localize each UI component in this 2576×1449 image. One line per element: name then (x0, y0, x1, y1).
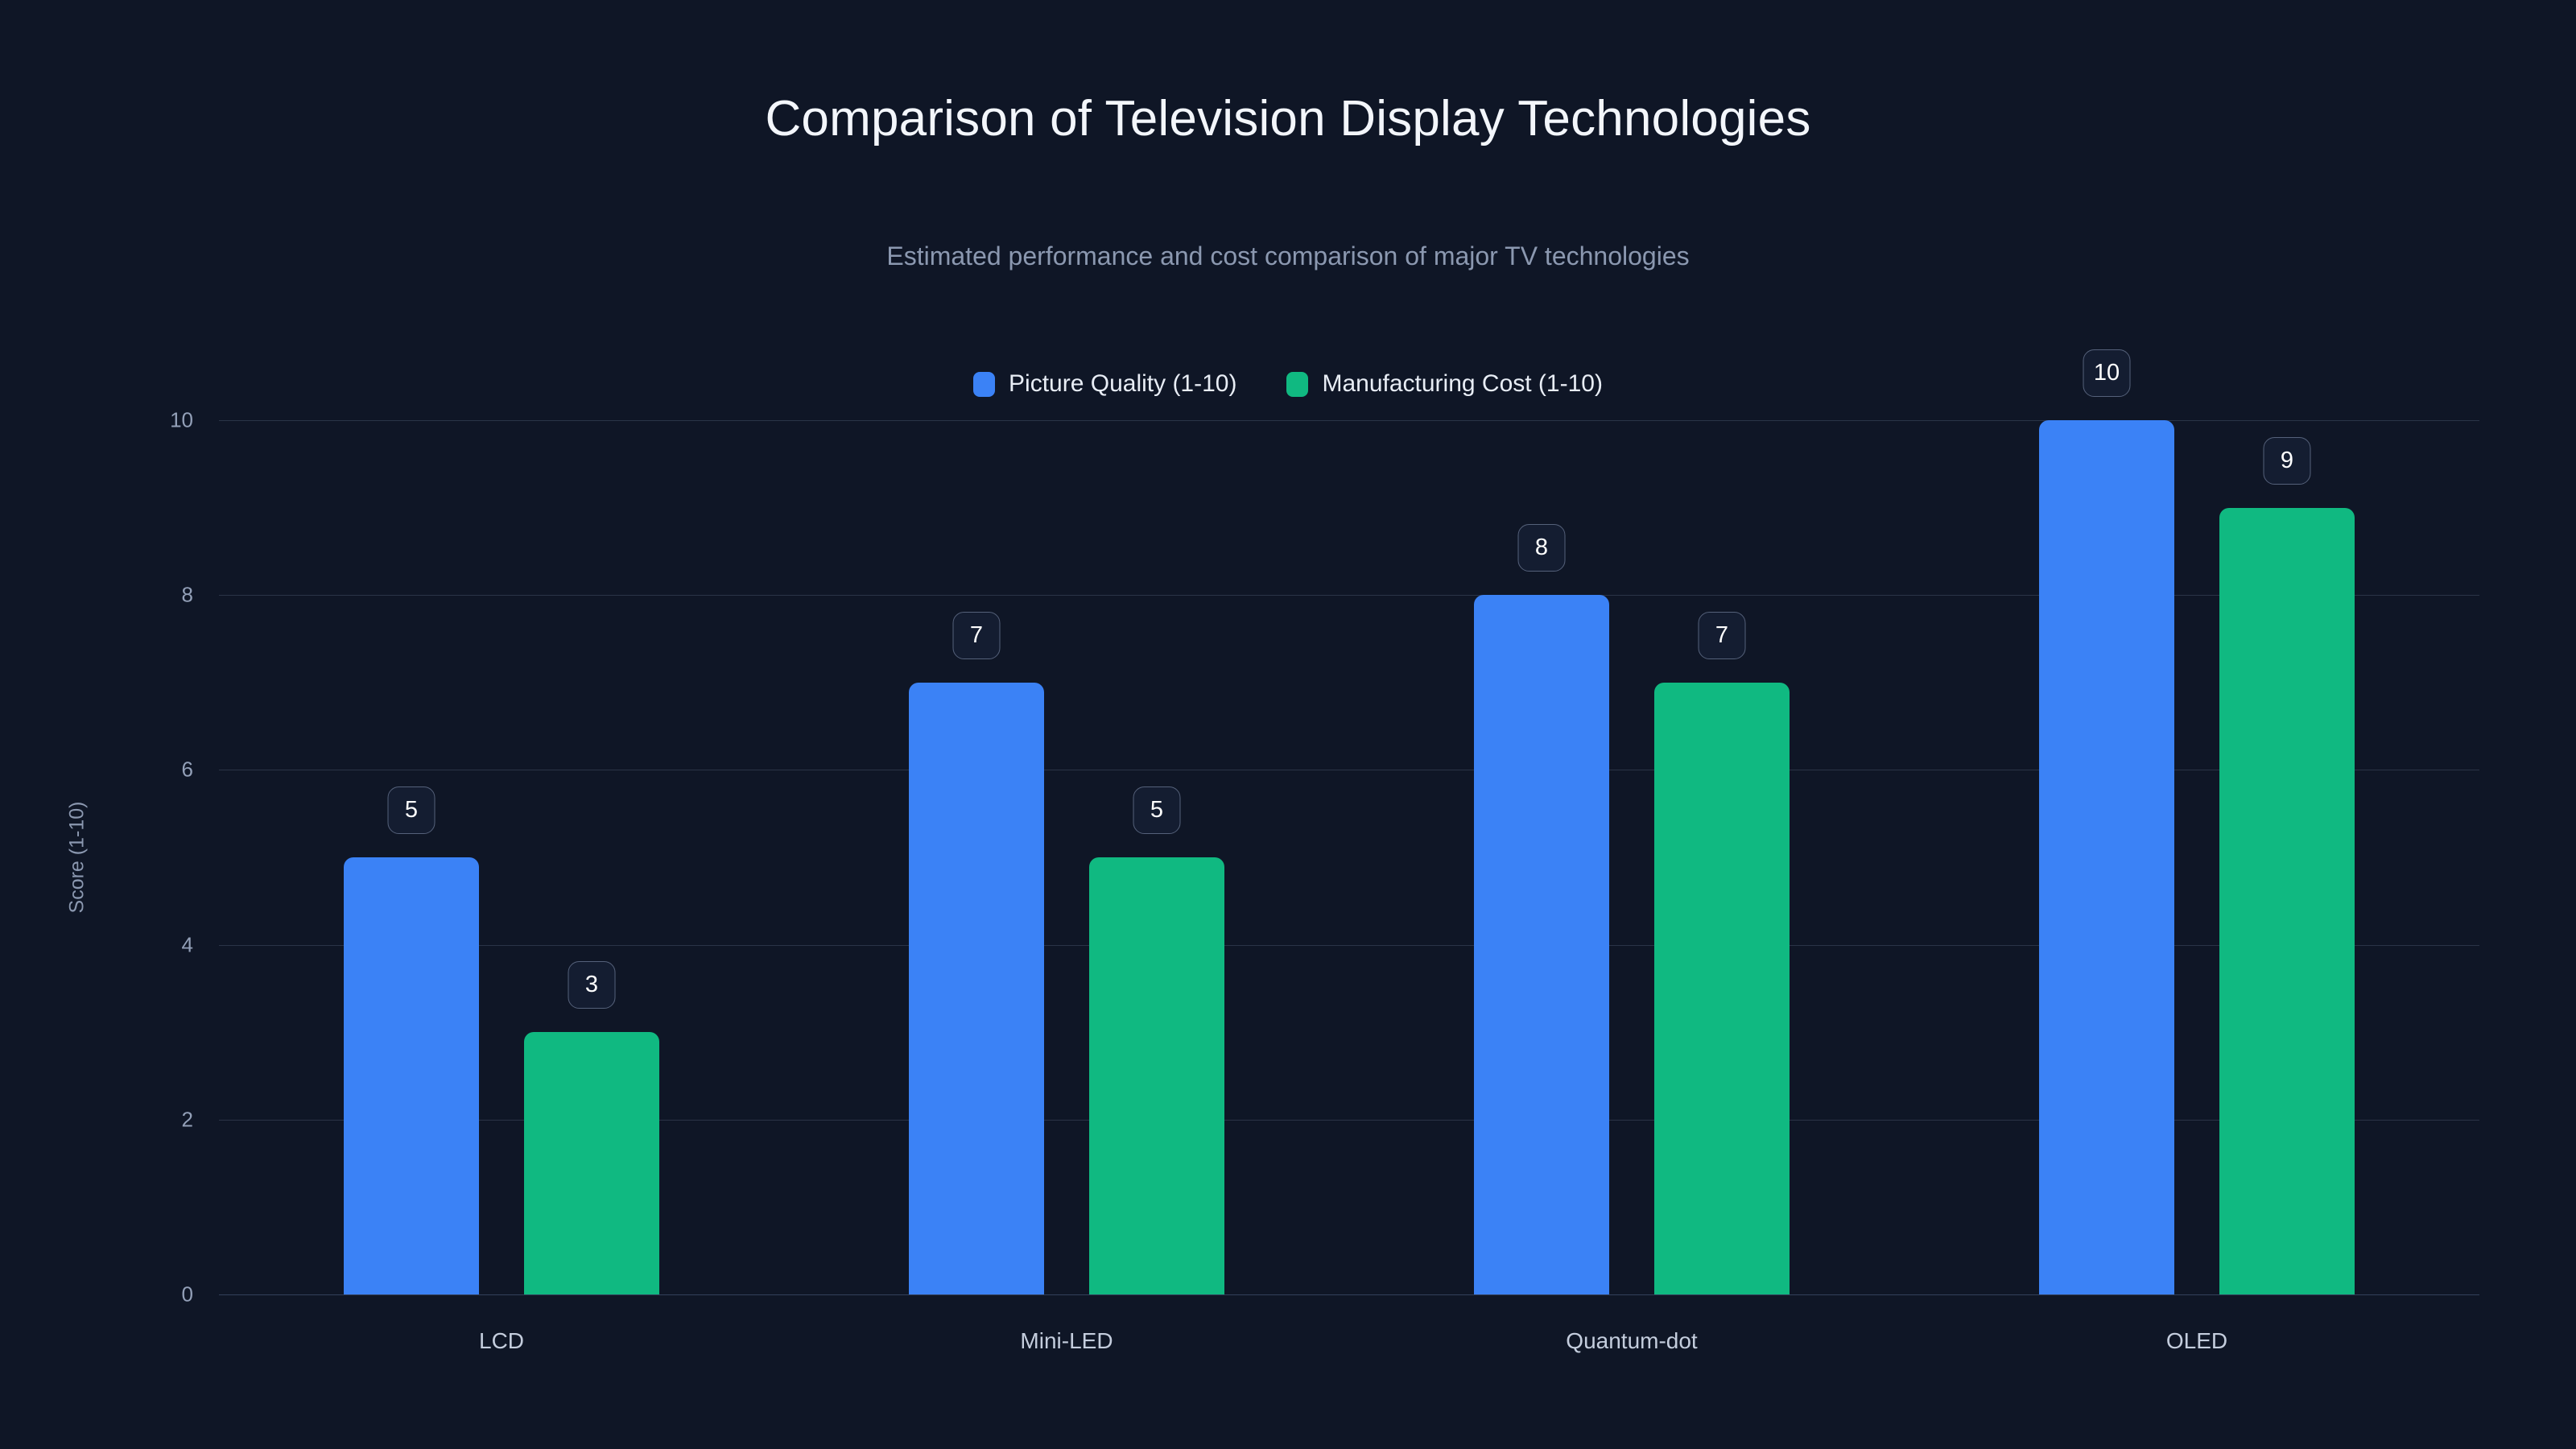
data-label-badge: 5 (387, 786, 436, 834)
chart-subtitle: Estimated performance and cost compariso… (886, 242, 1690, 270)
plot-area (219, 420, 2479, 1295)
data-label-badge: 8 (1517, 524, 1566, 572)
y-axis-tick-label: 10 (170, 407, 193, 432)
data-label-badge: 5 (1133, 786, 1181, 834)
legend-item-picture-quality[interactable]: Picture Quality (1-10) (973, 370, 1236, 398)
gridline (219, 1119, 2479, 1121)
gridline (219, 420, 2479, 421)
bar-quantum-dot-series-2[interactable] (1654, 682, 1790, 1294)
chart-title: Comparison of Television Display Technol… (765, 91, 1811, 147)
y-axis-tick-label: 0 (181, 1282, 193, 1307)
bar-quantum-dot-series-1[interactable] (1474, 595, 1609, 1294)
y-axis-tick-label: 2 (181, 1107, 193, 1132)
data-label-badge: 3 (568, 961, 616, 1009)
y-axis-tick-label: 4 (181, 932, 193, 957)
y-axis-title: Score (1-10) (65, 801, 89, 914)
bar-mini-led-series-1[interactable] (909, 682, 1044, 1294)
y-axis-tick-label: 8 (181, 582, 193, 607)
legend-swatch-picture-quality (973, 371, 996, 397)
x-axis-tick-label: OLED (2165, 1328, 2228, 1353)
gridline (219, 595, 2479, 597)
legend-label-manufacturing-cost: Manufacturing Cost (1-10) (1322, 370, 1603, 397)
x-axis-tick-label: Quantum-dot (1566, 1328, 1698, 1353)
bar-mini-led-series-2[interactable] (1089, 857, 1224, 1294)
x-axis-tick-label: LCD (478, 1328, 525, 1353)
bar-oled-series-1[interactable] (2039, 420, 2174, 1294)
chart-legend: Picture Quality (1-10) Manufacturing Cos… (0, 370, 2576, 398)
gridline (219, 944, 2479, 946)
data-label-badge: 10 (2083, 349, 2131, 397)
legend-swatch-manufacturing-cost (1286, 371, 1309, 397)
data-label-badge: 7 (1698, 611, 1746, 659)
y-axis-tick-label: 6 (181, 757, 193, 782)
data-label-badge: 7 (952, 611, 1001, 659)
legend-label-picture-quality: Picture Quality (1-10) (1009, 370, 1237, 397)
bar-oled-series-2[interactable] (2219, 507, 2355, 1294)
gridline (219, 1294, 2479, 1295)
x-axis-tick-label: Mini-LED (1020, 1328, 1113, 1353)
bar-lcd-series-1[interactable] (344, 857, 479, 1294)
legend-item-manufacturing-cost[interactable]: Manufacturing Cost (1-10) (1286, 370, 1603, 398)
data-label-badge: 9 (2263, 436, 2311, 485)
bar-lcd-series-2[interactable] (524, 1032, 659, 1294)
